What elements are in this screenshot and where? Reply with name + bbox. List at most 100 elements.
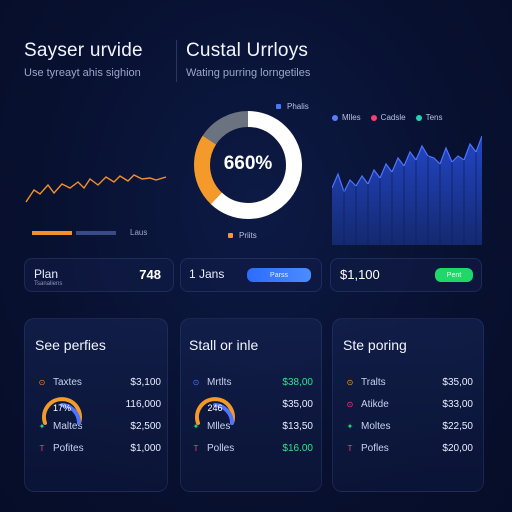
row-value: $35,00 (282, 398, 313, 410)
row-value: $2,500 (130, 420, 161, 432)
legend-dot-icon (332, 114, 338, 121)
card-ste-poring: Ste poring ⊙ Tralts $35,00 ⊙ Atikde $33,… (332, 318, 484, 492)
donut-svg (194, 111, 302, 219)
summary-amount-button[interactable]: Pent (435, 268, 473, 282)
gauge-label: 17% (52, 403, 71, 413)
donut-bottom-legend: Priits (228, 231, 257, 240)
left-chart-axis-label: Laus (130, 228, 148, 237)
header-divider (176, 40, 177, 82)
row-label: Atikde (361, 398, 389, 410)
gauge-svg (42, 397, 82, 425)
row-label: Polles (207, 442, 235, 454)
left-title: Sayser urvide (24, 40, 143, 61)
summary-card-plan[interactable]: Plan Tsanaliens 748 (24, 258, 174, 292)
sparkle-icon: ✦ (192, 421, 200, 431)
row-label: Mlles (207, 420, 231, 432)
area-series-line (331, 135, 483, 194)
row-label: Moltes (361, 420, 391, 432)
area-legend-label-3: Tens (425, 113, 443, 122)
list-item[interactable]: T Polles $16.00 (189, 437, 313, 459)
summary-amount-value: $1,100 (340, 267, 380, 282)
row-value: $13,50 (282, 420, 313, 432)
right-title: Custal Urrloys (186, 40, 309, 61)
row-value: $3,100 (130, 376, 161, 388)
card-rows: ⊙ Taxtes $3,100 116,000 ✦ Maltes $2,500 … (35, 371, 161, 459)
summary-jans-label: 1 Jans (189, 267, 225, 281)
card-rows: ⊙ Mrtlts $38,00 $35,00 ✦ Mlles $13,50 T … (189, 371, 313, 459)
list-item[interactable]: $35,00 (189, 393, 313, 415)
summary-plan-value: 748 (139, 267, 161, 282)
target-icon: ⊙ (346, 377, 354, 387)
row-label: Pofites (53, 442, 84, 454)
list-item[interactable]: ⊙ Tralts $35,00 (343, 371, 473, 393)
donut-top-label: Phalis (287, 102, 309, 111)
donut-bottom-label: Priits (239, 231, 257, 240)
row-value: $1,000 (130, 442, 161, 454)
row-label: Taxtes (53, 376, 82, 388)
donut-top-legend: Phalis (276, 102, 309, 111)
row-value: $20,00 (442, 442, 473, 454)
right-subtitle: Wating purring lorngetiles (186, 67, 311, 79)
gauge-label: 246 (207, 403, 223, 413)
row-label: Pofles (361, 442, 389, 454)
area-legend-label-1: Mlles (342, 113, 361, 122)
area-chart-svg (331, 135, 483, 245)
row-label: Tralts (361, 376, 386, 388)
row-value: $22,50 (442, 420, 473, 432)
left-subtitle: Use tyreayt ahis sighion (24, 67, 141, 79)
donut-segment-orange (194, 111, 302, 219)
area-chart (331, 130, 483, 245)
donut-segment-gray (194, 111, 302, 219)
left-line-series (25, 174, 167, 203)
card-title: See perfies (35, 337, 106, 353)
list-item[interactable]: ⊙ Taxtes $3,100 (35, 371, 161, 393)
t-icon: T (39, 443, 45, 453)
summary-card-jans[interactable]: 1 Jans Parss (180, 258, 322, 292)
card-see-perfies: See perfies ⊙ Taxtes $3,100 116,000 ✦ Ma… (24, 318, 168, 492)
donut-chart: 660% (190, 105, 310, 225)
area-series-fill (332, 136, 482, 245)
list-item[interactable]: ✦ Moltes $22,50 (343, 415, 473, 437)
row-value: 116,000 (125, 398, 161, 410)
row-value: $38,00 (282, 376, 313, 388)
list-item[interactable]: ⊙ Mrtlts $38,00 (189, 371, 313, 393)
gauge-svg (195, 397, 235, 425)
legend-square-icon (228, 233, 233, 238)
summary-plan-small: Tsanaliens (34, 281, 63, 287)
row-label: Mrtlts (207, 376, 232, 388)
target-icon: ⊙ (38, 377, 46, 387)
left-chart-bar-blue (76, 231, 116, 235)
list-item[interactable]: 116,000 (35, 393, 161, 415)
row-label: Maltes (53, 420, 83, 432)
area-legend: Mlles Cadsle Tens (332, 113, 442, 122)
legend-square-icon (276, 104, 281, 109)
summary-card-amount[interactable]: $1,100 Pent (330, 258, 482, 292)
summary-plan-label: Plan (34, 267, 59, 281)
list-item[interactable]: ✦ Maltes $2,500 (35, 415, 161, 437)
row-value: $33,00 (442, 398, 473, 410)
list-item[interactable]: T Pofles $20,00 (343, 437, 473, 459)
left-chart-bar-orange (32, 231, 72, 235)
card-gauge: 17% (37, 391, 87, 431)
list-item[interactable]: ⊙ Atikde $33,00 (343, 393, 473, 415)
area-legend-label-2: Cadsle (380, 113, 406, 122)
card-title: Ste poring (343, 337, 407, 353)
target-icon: ⊙ (346, 399, 354, 409)
row-value: $16.00 (282, 442, 313, 454)
list-item[interactable]: ✦ Mlles $13,50 (189, 415, 313, 437)
row-value: $35,00 (442, 376, 473, 388)
t-icon: T (193, 443, 199, 453)
donut-center-label: 660% (223, 153, 273, 174)
legend-dot-icon (415, 114, 422, 121)
card-title: Stall or inle (189, 337, 259, 353)
left-line-chart: Laus (24, 130, 172, 245)
sparkle-icon: ✦ (38, 421, 46, 431)
summary-jans-button[interactable]: Parss (247, 268, 311, 282)
list-item[interactable]: T Pofites $1,000 (35, 437, 161, 459)
legend-dot-icon (370, 114, 377, 121)
sparkle-icon: ✦ (346, 421, 354, 431)
card-gauge: 246 (190, 391, 240, 431)
target-icon: ⊙ (192, 377, 200, 387)
card-stall-or-inle: Stall or inle ⊙ Mrtlts $38,00 $35,00 ✦ M… (180, 318, 322, 492)
left-line-chart-svg (25, 174, 167, 203)
